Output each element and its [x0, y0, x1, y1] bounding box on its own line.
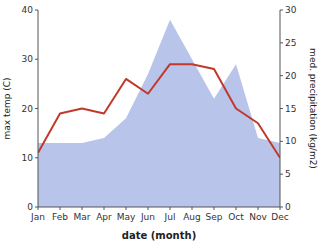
y2-tick — [280, 42, 283, 43]
plot-area — [38, 20, 280, 207]
y2-tick-label: 5 — [285, 169, 291, 179]
y-tick-label: 10 — [22, 153, 34, 163]
precipitation-area — [38, 20, 280, 207]
x-tick-label: Mar — [74, 212, 91, 222]
x-tick-label: Jan — [30, 212, 45, 222]
x-tick — [236, 207, 237, 210]
y2-tick — [280, 174, 283, 175]
y2-tick — [280, 207, 283, 208]
y-tick-label: 40 — [22, 5, 34, 15]
x-tick — [170, 207, 171, 210]
x-tick — [126, 207, 127, 210]
x-tick — [104, 207, 105, 210]
x-tick-label: Oct — [228, 212, 244, 222]
y2-tick — [280, 10, 283, 11]
y-tick — [35, 207, 38, 208]
axes: JanFebMarAprMayJunJulAugSepOctNovDec0102… — [22, 5, 297, 222]
y-tick — [35, 59, 38, 60]
y2-tick-label: 10 — [285, 136, 297, 146]
y2-tick — [280, 75, 283, 76]
x-tick — [192, 207, 193, 210]
x-tick — [82, 207, 83, 210]
x-axis-label: date (month) — [122, 230, 196, 241]
y-tick-label: 0 — [27, 202, 33, 212]
y-tick — [35, 157, 38, 158]
y-tick — [35, 10, 38, 11]
x-tick-label: Jun — [140, 212, 155, 222]
x-tick-label: Nov — [249, 212, 267, 222]
y2-axis-label: med. precipitation (kg/m2) — [308, 48, 318, 169]
x-tick-label: Feb — [52, 212, 68, 222]
x-tick-label: Dec — [271, 212, 288, 222]
y2-tick — [280, 108, 283, 109]
x-tick-label: Aug — [183, 212, 201, 222]
x-tick-label: Sep — [206, 212, 223, 222]
y-tick-label: 30 — [22, 54, 34, 64]
x-axis-line — [38, 207, 280, 208]
y-tick — [35, 108, 38, 109]
chart: JanFebMarAprMayJunJulAugSepOctNovDec0102… — [0, 0, 318, 247]
y2-tick-label: 20 — [285, 71, 297, 81]
x-tick-label: May — [117, 212, 136, 222]
x-tick — [60, 207, 61, 210]
y2-tick-label: 0 — [285, 202, 291, 212]
x-tick-label: Jul — [164, 212, 176, 222]
x-tick-label: Apr — [96, 212, 112, 222]
y2-tick-label: 15 — [285, 104, 296, 114]
y-axis-label: max temp (C) — [2, 77, 12, 139]
y2-tick-label: 30 — [285, 5, 297, 15]
x-tick — [148, 207, 149, 210]
y2-tick-label: 25 — [285, 38, 296, 48]
x-tick — [214, 207, 215, 210]
y-tick-label: 20 — [22, 104, 34, 114]
y2-tick — [280, 141, 283, 142]
x-tick — [258, 207, 259, 210]
temperature-line — [38, 64, 280, 158]
